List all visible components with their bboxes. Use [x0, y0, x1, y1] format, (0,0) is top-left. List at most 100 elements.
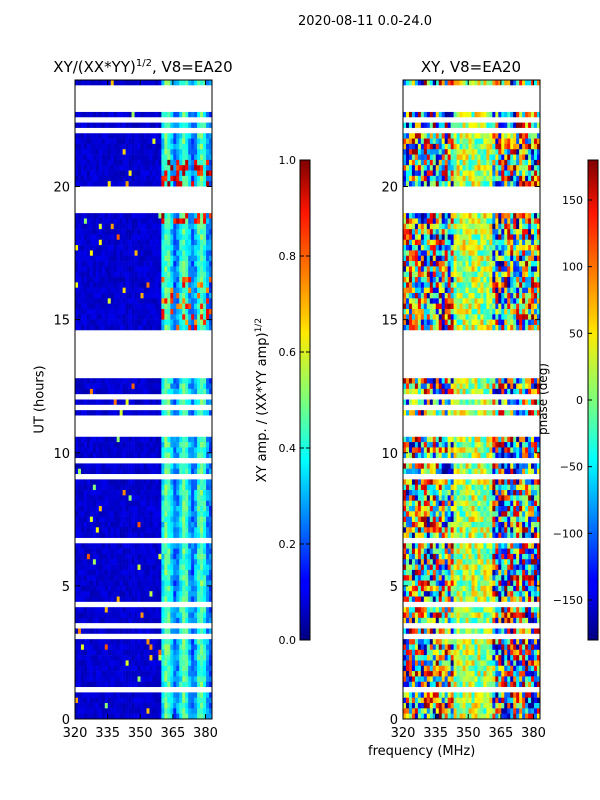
amp-cell	[209, 293, 212, 299]
amp-cell	[203, 708, 207, 714]
amp-cell	[95, 138, 100, 145]
amp-cell	[119, 575, 123, 581]
phase-cell	[426, 218, 431, 225]
amp-cell	[161, 591, 165, 597]
amp-cell	[137, 569, 141, 576]
phase-cell	[477, 154, 481, 161]
phase-cell	[501, 250, 505, 257]
phase-cell	[522, 181, 526, 187]
amp-cell	[140, 170, 144, 177]
amp-cell	[158, 170, 162, 177]
amp-cell	[128, 111, 132, 118]
amp-cell	[197, 277, 201, 283]
phase-cell	[495, 181, 499, 187]
amp-cell	[101, 308, 106, 315]
amp-cell	[176, 490, 180, 496]
phase-cell	[528, 239, 532, 246]
phase-cell	[522, 175, 526, 182]
amp-cell	[80, 585, 85, 592]
flagged-row-right	[403, 101, 540, 107]
amp-cell	[191, 543, 195, 549]
phase-cell	[507, 213, 511, 219]
amp-cell	[98, 410, 103, 416]
amp-cell	[152, 548, 156, 555]
amp-cell	[137, 681, 141, 688]
amp-cell	[140, 282, 144, 288]
amp-cell	[77, 681, 82, 688]
amp-cell	[137, 175, 141, 182]
amp-cell	[176, 548, 180, 555]
amp-cell	[179, 378, 183, 384]
amp-cell	[182, 591, 186, 597]
amp-cell	[206, 159, 210, 166]
amp-cell	[122, 447, 126, 454]
amp-cell	[131, 234, 135, 241]
amp-cell	[155, 149, 159, 155]
amp-cell	[197, 468, 201, 475]
phase-cell	[435, 122, 440, 129]
amp-cell	[200, 607, 204, 613]
amp-cell	[182, 548, 186, 555]
amp-cell	[98, 553, 103, 560]
amp-cell	[191, 138, 195, 145]
amp-cell	[152, 255, 156, 262]
amp-cell	[176, 298, 180, 304]
amp-cell	[140, 324, 144, 331]
amp-cell	[104, 580, 109, 587]
amp-cell	[164, 383, 168, 390]
phase-cell	[405, 218, 410, 225]
amp-cell	[128, 282, 132, 288]
amp-cell	[119, 229, 123, 235]
amp-cell	[200, 143, 204, 150]
amp-cell	[113, 484, 117, 491]
amp-cell	[116, 149, 120, 155]
amp-cell	[98, 378, 103, 384]
phase-cell	[513, 165, 517, 171]
amp-cell	[122, 527, 126, 533]
amp-cell	[77, 165, 82, 171]
amp-cell	[75, 495, 79, 501]
phase-cell	[504, 165, 508, 171]
phase-cell	[403, 122, 407, 129]
phase-cell	[417, 80, 422, 86]
phase-cell	[492, 159, 496, 166]
phase-cell	[403, 250, 407, 257]
amp-cell	[101, 223, 106, 230]
amp-cell	[149, 111, 153, 118]
phase-cell	[444, 138, 448, 145]
amp-cell	[110, 452, 115, 459]
phase-cell	[403, 175, 407, 182]
amp-cell	[110, 218, 115, 225]
amp-cell	[167, 80, 171, 86]
amp-cell	[104, 697, 109, 704]
amp-cell	[200, 80, 204, 86]
amp-cell	[164, 612, 168, 619]
amp-cell	[167, 532, 171, 539]
amp-cell	[173, 234, 177, 241]
amp-cell	[158, 447, 162, 454]
amp-cell	[77, 170, 82, 177]
amp-cell	[101, 468, 106, 475]
amp-cell	[137, 713, 141, 719]
phase-cell	[510, 181, 514, 187]
amp-cell	[170, 122, 174, 129]
amp-cell	[113, 181, 117, 187]
phase-cell	[486, 159, 490, 166]
amp-cell	[200, 245, 204, 251]
phase-cell	[471, 239, 475, 246]
amp-cell	[161, 511, 165, 517]
phase-cell	[456, 133, 460, 139]
phase-cell	[408, 165, 413, 171]
amp-cell	[182, 671, 186, 677]
phase-cell	[456, 111, 460, 118]
amp-cell	[92, 521, 97, 528]
amp-cell	[167, 575, 171, 581]
amp-cell	[128, 250, 132, 257]
amp-cell	[209, 223, 212, 230]
amp-cell	[200, 628, 204, 635]
amp-cell	[197, 511, 201, 517]
amp-cell	[179, 532, 183, 539]
amp-cell	[125, 255, 129, 262]
amp-cell	[167, 639, 171, 645]
amp-cell	[149, 287, 153, 294]
